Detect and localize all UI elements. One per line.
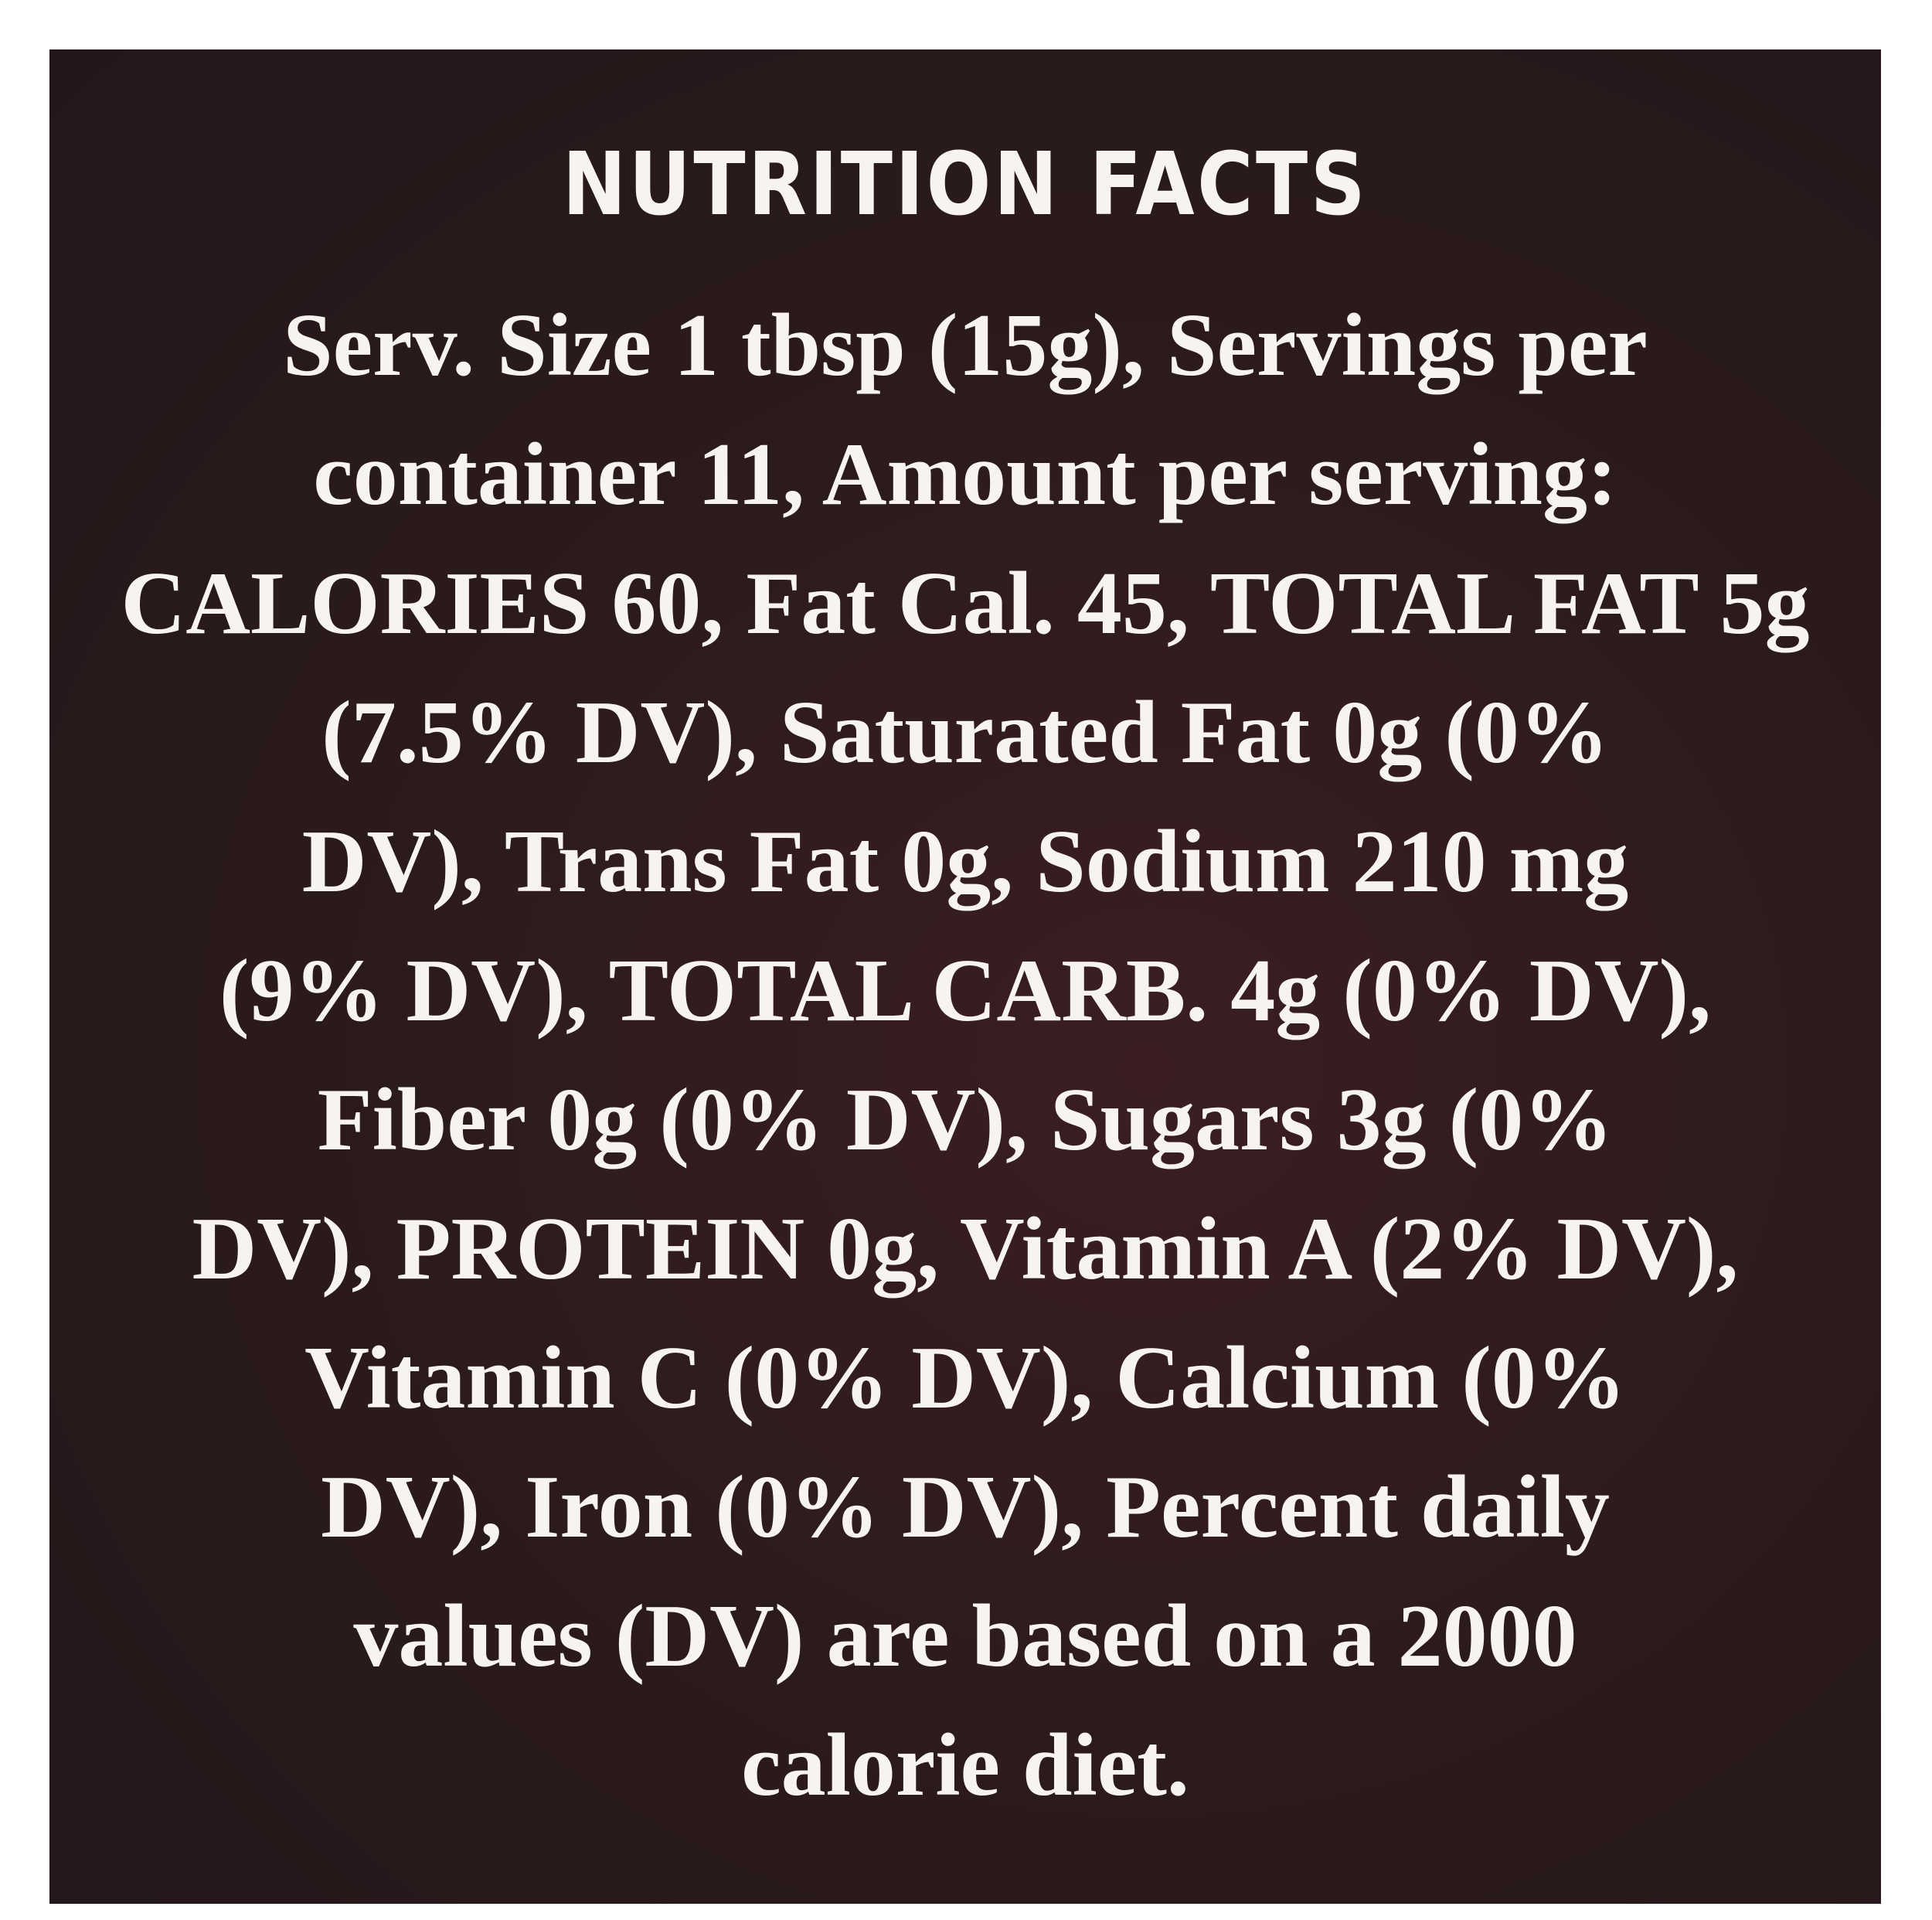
label-line: values (DV) are based on a 2000 [353,1587,1577,1686]
label-line: (9% DV), TOTAL CARB. 4g (0% DV), [219,941,1712,1040]
label-title: NUTRITION FACTS [562,134,1369,235]
label-line: calorie diet. [741,1716,1189,1815]
label-line: Fiber 0g (0% DV), Sugars 3g (0% [317,1071,1614,1169]
label-line: DV), Iron (0% DV), Percent daily [321,1458,1610,1557]
label-line: CALORIES 60, Fat Cal. 45, TOTAL FAT 5g [121,554,1810,653]
label-line: DV), PROTEIN 0g, Vitamin A (2% DV), [192,1200,1739,1299]
label-panel: NUTRITION FACTS Serv. Size 1 tbsp (15g),… [49,49,1881,1904]
label-line: Serv. Size 1 tbsp (15g), Servings per [283,296,1648,395]
label-line: DV), Trans Fat 0g, Sodium 210 mg [301,812,1629,911]
label-line: (7.5% DV), Saturated Fat 0g (0% [321,683,1609,782]
label-text: Serv. Size 1 tbsp (15g), Servings per con… [49,281,1881,1830]
label-line: container 11, Amount per serving: [313,425,1617,524]
label-line: Vitamin C (0% DV), Calcium (0% [304,1329,1626,1428]
